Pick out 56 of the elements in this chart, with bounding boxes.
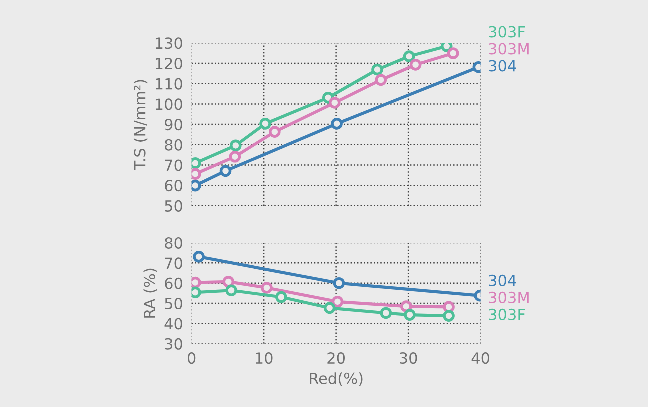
text: 303F (489, 308, 526, 320)
text: 303M (489, 292, 529, 304)
point (268, 126, 281, 138)
point (260, 118, 272, 130)
series-label: 304 (489, 60, 516, 72)
y-tick-label: 110 (156, 78, 182, 90)
point (332, 296, 344, 308)
y-tick-label: 90 (164, 119, 182, 131)
y-tick-label: 40 (164, 318, 182, 330)
point (229, 150, 242, 163)
point (443, 301, 455, 314)
y-tick-label: 130 (156, 38, 182, 50)
point (404, 309, 416, 321)
point (230, 140, 242, 152)
y-axis-title: RA (%) (144, 268, 158, 318)
y-tick-label: 60 (165, 278, 182, 290)
point (410, 59, 422, 71)
point (400, 300, 412, 312)
x-tick-label: 20 (328, 352, 346, 364)
y-tick-label: 50 (165, 298, 182, 310)
x-tick-label: 10 (256, 352, 273, 364)
y-tick-label: 80 (165, 139, 182, 151)
point (440, 43, 453, 52)
point (220, 165, 232, 178)
text: 303F (489, 26, 526, 38)
y-tick-label: 70 (165, 258, 182, 270)
x-tick-label: 30 (400, 352, 418, 364)
point (443, 310, 455, 322)
point (328, 97, 341, 109)
point (380, 307, 392, 320)
series-label: 304 (489, 274, 516, 286)
y-tick-label: 30 (165, 338, 182, 350)
point (447, 48, 460, 60)
point (275, 291, 288, 304)
x-tick-label: 40 (472, 352, 490, 364)
y-tick-label: 80 (165, 237, 182, 249)
point (261, 282, 273, 294)
y-tick-label: 100 (156, 98, 182, 110)
point (324, 302, 336, 314)
y-tick-label: 120 (156, 58, 182, 70)
point (222, 276, 235, 288)
x-tick-label: 0 (188, 352, 196, 364)
point (375, 74, 388, 86)
y-tick-label: 70 (165, 160, 182, 172)
point (333, 277, 346, 290)
text: 303M (489, 43, 529, 55)
point (193, 251, 205, 263)
x-axis-title: Red(%) (310, 372, 363, 386)
point (331, 118, 343, 130)
point (226, 284, 238, 297)
point (403, 50, 416, 62)
y-tick-label: 50 (165, 200, 182, 212)
point (192, 180, 202, 192)
y-axis-title: T.S (N/mm²) (134, 80, 148, 170)
y-tick-label: 60 (165, 180, 182, 192)
point (372, 64, 384, 76)
